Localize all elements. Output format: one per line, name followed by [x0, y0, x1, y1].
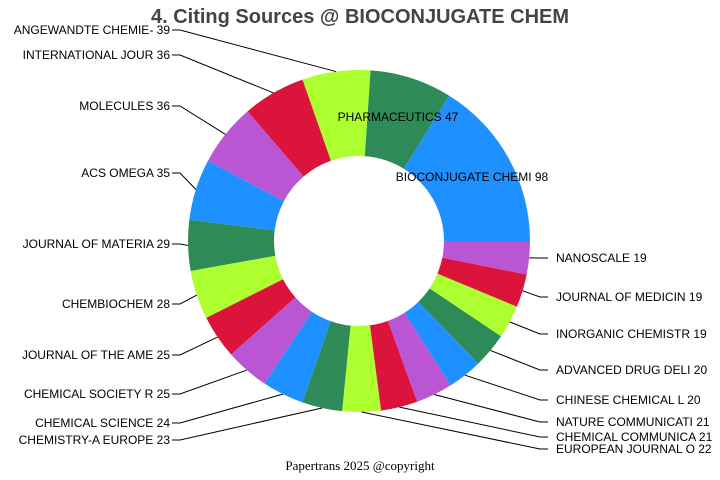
copyright-footer: Papertrans 2025 @copyright [285, 458, 435, 473]
donut-slice [207, 111, 304, 202]
donut-slice [418, 288, 501, 364]
leader-line [172, 294, 197, 305]
leader-line [464, 374, 548, 401]
slice-label: CHEMICAL SCIENCE 24 [35, 416, 170, 430]
leader-line [172, 243, 189, 246]
slice-label: CHEMICAL SOCIETY R 25 [24, 387, 170, 401]
leader-line [172, 393, 284, 424]
leader-line [172, 172, 197, 190]
slice-label: MOLECULES 36 [79, 99, 170, 113]
leader-line [172, 369, 248, 395]
donut-slice [188, 219, 276, 271]
donut-slice [404, 301, 479, 386]
slice-label: ACS OMEGA 35 [81, 166, 170, 180]
donut-slice [231, 297, 313, 384]
donut-slice [264, 311, 331, 403]
donut-slice [206, 279, 296, 355]
slice-label: CHEMICAL COMMUNICA 21 [556, 430, 713, 444]
slice-label: PHARMACEUTICS 47 [338, 110, 459, 124]
donut-slice [437, 257, 527, 307]
donut-slice [247, 79, 331, 177]
donut-slice [387, 312, 451, 402]
slice-label: CHINESE CHEMICAL L 20 [556, 393, 701, 407]
donut-slice [190, 255, 284, 318]
leader-line [490, 349, 548, 371]
slice-label: INTERNATIONAL JOUR 36 [23, 48, 171, 62]
slice-label: JOURNAL OF MATERIA 29 [23, 237, 171, 251]
leader-line [172, 105, 226, 135]
leader-line [399, 406, 548, 438]
donut-slice [302, 70, 371, 161]
slice-label: NANOSCALE 19 [556, 251, 647, 265]
slice-label: NATURE COMMUNICATI 21 [556, 415, 710, 429]
donut-slice [302, 321, 351, 412]
donut-slice [369, 320, 418, 411]
slice-label: BIOCONJUGATE CHEMI 98 [396, 170, 549, 184]
slice-label: JOURNAL OF THE AME 25 [22, 348, 170, 362]
slice-label: ANGEWANDTE CHEMIE- 39 [14, 23, 171, 37]
slice-label: EUROPEAN JOURNAL O 22 [556, 442, 712, 456]
donut-slice [403, 95, 530, 242]
donut-slice [342, 325, 382, 412]
leader-line [172, 54, 274, 94]
leader-line [361, 411, 548, 450]
leader-line [172, 407, 323, 441]
donut-slice [442, 241, 530, 275]
leader-line [509, 321, 548, 335]
donut-slice [364, 70, 450, 169]
slice-label: CHEMBIOCHEM 28 [62, 297, 170, 311]
leader-line [522, 290, 548, 298]
donut-slice [189, 160, 284, 231]
slice-label: JOURNAL OF MEDICIN 19 [556, 290, 703, 304]
slice-label: ADVANCED DRUG DELI 20 [556, 363, 707, 377]
donut-slice [429, 273, 517, 337]
leader-line [434, 394, 548, 423]
slice-label: INORGANIC CHEMISTR 19 [556, 327, 707, 341]
chart-title: 4. Citing Sources @ BIOCONJUGATE CHEM [150, 6, 570, 28]
slice-label: CHEMISTRY-A EUROPE 23 [19, 433, 171, 447]
leader-line [172, 336, 218, 356]
leader-line [172, 29, 337, 73]
